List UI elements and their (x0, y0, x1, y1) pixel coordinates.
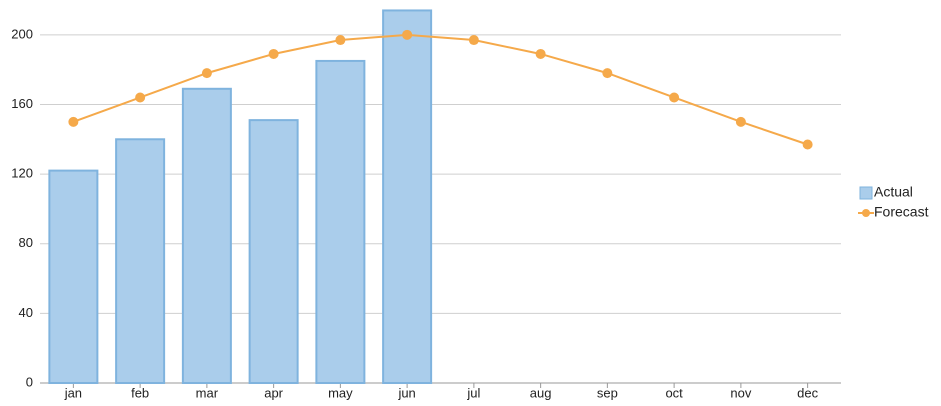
bar (315, 59, 366, 384)
legend-swatch (862, 209, 870, 217)
marker (135, 92, 146, 103)
y-tick-label: 160 (11, 96, 33, 111)
bar (115, 138, 166, 384)
x-tick-label: may (328, 385, 353, 400)
y-tick-label: 80 (19, 235, 33, 250)
x-tick-label: sep (597, 385, 618, 400)
line (73, 33, 808, 146)
x-tick-label: aug (530, 385, 552, 400)
x-tick-label: jan (64, 385, 82, 400)
x-tick-label: jun (397, 385, 415, 400)
x-tick-label: apr (264, 385, 283, 400)
bar (181, 87, 232, 384)
x-tick-label: jul (466, 385, 480, 400)
marker (602, 68, 613, 79)
marker (335, 35, 346, 46)
marker (268, 48, 279, 59)
x-tick-label: dec (797, 385, 818, 400)
bar (382, 9, 433, 384)
marker (201, 68, 212, 79)
marker (802, 139, 813, 150)
y-tick-label: 200 (11, 26, 33, 41)
x-tick-label: feb (131, 385, 149, 400)
x-tick-label: oct (665, 385, 683, 400)
marker (402, 29, 413, 40)
y-tick-label: 0 (26, 374, 33, 389)
x-tick-label: nov (730, 385, 751, 400)
x-tick-label: mar (196, 385, 219, 400)
marker (735, 116, 746, 127)
legend-swatch (859, 186, 873, 200)
y-tick-label: 40 (19, 305, 33, 320)
legend-label: Forecast (874, 204, 929, 220)
marker (669, 92, 680, 103)
bar (248, 119, 299, 384)
marker (68, 116, 79, 127)
legend-label: Actual (874, 184, 913, 200)
y-tick-label: 120 (11, 166, 33, 181)
marker (468, 35, 479, 46)
marker (535, 48, 546, 59)
bar (48, 169, 99, 384)
